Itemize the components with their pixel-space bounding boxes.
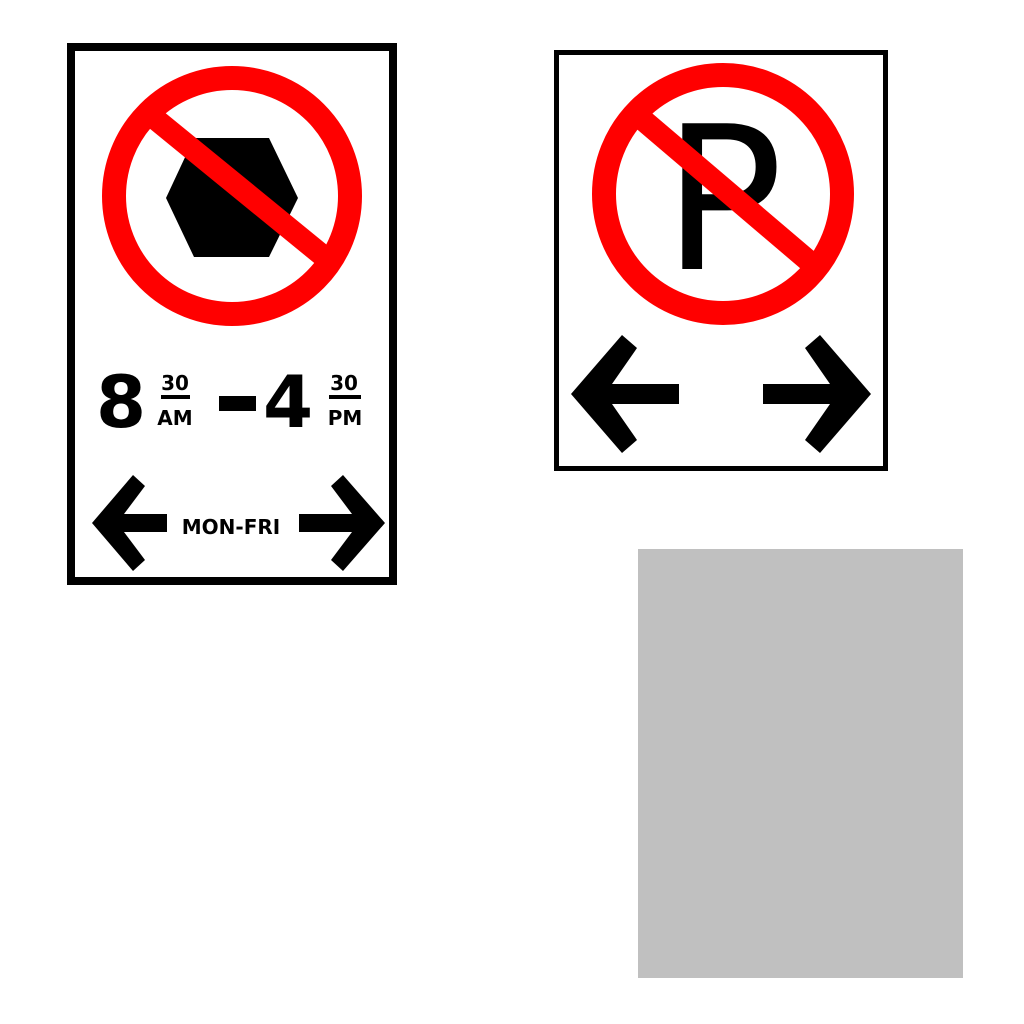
- no-stopping-sign: 8 30 AM - 4 30 PM MON-FRI: [67, 43, 397, 585]
- direction-row: MON-FRI: [92, 475, 385, 571]
- end-fraction-bar: [329, 395, 361, 399]
- prohibition-circle-icon: [592, 63, 854, 325]
- prohibition-circle-icon: [102, 66, 362, 326]
- days-label: MON-FRI: [182, 515, 280, 539]
- end-minutes: 30: [330, 371, 358, 395]
- prohibition-slash-icon: [628, 105, 819, 272]
- time-range: 8 30 AM - 4 30 PM: [96, 360, 363, 444]
- end-hour: 4: [263, 360, 313, 444]
- prohibition-slash-icon: [141, 104, 335, 269]
- start-minutes: 30: [161, 371, 189, 395]
- start-hour: 8: [96, 360, 146, 444]
- arrow-left-icon: [92, 475, 167, 571]
- direction-row: [571, 335, 871, 453]
- no-stopping-sign-graphic: 8 30 AM - 4 30 PM MON-FRI: [92, 66, 385, 571]
- prohibition-symbol: P: [592, 63, 854, 325]
- start-period: AM: [157, 406, 192, 430]
- start-fraction-bar: [161, 395, 190, 399]
- time-separator-dash: [219, 396, 256, 411]
- gray-placeholder-panel: [638, 549, 963, 978]
- arrow-right-icon: [299, 475, 385, 571]
- end-period: PM: [328, 406, 363, 430]
- arrow-left-icon: [571, 335, 679, 453]
- arrow-right-icon: [763, 335, 871, 453]
- no-parking-sign: P: [554, 50, 888, 471]
- prohibition-symbol: [102, 66, 362, 326]
- no-parking-sign-graphic: P: [571, 63, 871, 453]
